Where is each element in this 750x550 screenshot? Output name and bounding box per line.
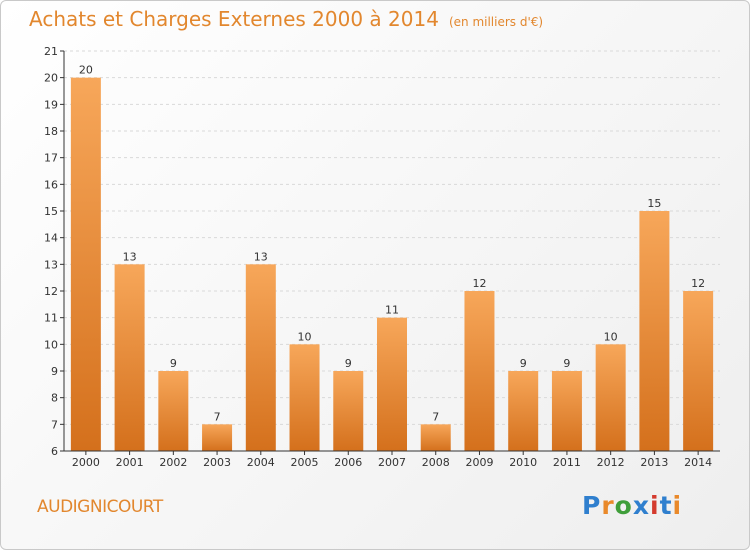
commune-name: AUDIGNICOURT bbox=[37, 497, 163, 517]
value-label-2012: 10 bbox=[604, 330, 618, 343]
bar-2002 bbox=[158, 371, 189, 451]
bar-2012 bbox=[595, 344, 626, 451]
bar-2013 bbox=[639, 211, 670, 451]
axis-layer: 6 7 8 9 10 11 12 13 14 15 16 17 18 19 20 21 2000 2001 2002… bbox=[44, 45, 720, 469]
x-tick-label-2008: 2008 bbox=[422, 456, 450, 469]
x-tick-label-2014: 2014 bbox=[684, 456, 712, 469]
value-label-2007: 11 bbox=[385, 304, 399, 317]
chart-title: Achats et Charges Externes 2000 à 2014 (e… bbox=[29, 7, 543, 31]
y-tick-label: 13 bbox=[44, 258, 58, 271]
value-label-2014: 12 bbox=[691, 277, 705, 290]
proxiti-logo: Proxiti bbox=[582, 491, 682, 520]
logo-letter: o bbox=[614, 491, 633, 520]
bar-2001 bbox=[114, 264, 145, 451]
x-tick-label-2006: 2006 bbox=[334, 456, 362, 469]
logo-letter: x bbox=[632, 491, 650, 520]
x-tick-label-2002: 2002 bbox=[159, 456, 187, 469]
value-label-2008: 7 bbox=[432, 410, 439, 423]
value-label-2001: 13 bbox=[123, 250, 137, 263]
y-tick-label: 21 bbox=[44, 45, 58, 58]
y-tick-label: 18 bbox=[44, 125, 58, 138]
bar-2011 bbox=[551, 371, 582, 451]
y-tick-label: 8 bbox=[51, 392, 58, 405]
x-tick-label-2004: 2004 bbox=[247, 456, 275, 469]
bar-2008 bbox=[420, 424, 451, 451]
x-tick-label-2011: 2011 bbox=[553, 456, 581, 469]
logo-letter: r bbox=[601, 491, 615, 520]
bar-2006 bbox=[333, 371, 364, 451]
bar-2005 bbox=[289, 344, 320, 451]
bar-2014 bbox=[683, 291, 714, 451]
y-tick-label: 20 bbox=[44, 72, 58, 85]
value-label-2013: 15 bbox=[647, 197, 661, 210]
logo-letter: t bbox=[659, 491, 673, 520]
value-label-2006: 9 bbox=[345, 357, 352, 370]
x-tick-label-2005: 2005 bbox=[291, 456, 319, 469]
bar-2009 bbox=[464, 291, 495, 451]
logo-letter: P bbox=[582, 491, 602, 520]
y-tick-label: 6 bbox=[51, 445, 58, 458]
value-label-2000: 20 bbox=[79, 64, 93, 77]
bar-2000 bbox=[70, 77, 101, 452]
bar-2010 bbox=[508, 371, 539, 451]
y-tick-label: 11 bbox=[44, 312, 58, 325]
x-tick-label-2013: 2013 bbox=[640, 456, 668, 469]
value-label-2005: 10 bbox=[298, 330, 312, 343]
x-tick-label-2012: 2012 bbox=[597, 456, 625, 469]
y-tick-label: 7 bbox=[51, 418, 58, 431]
value-label-2003: 7 bbox=[214, 410, 221, 423]
bar-2007 bbox=[377, 317, 407, 451]
y-tick-label: 14 bbox=[44, 232, 58, 245]
y-tick-label: 17 bbox=[44, 152, 58, 165]
logo-letter: i bbox=[650, 491, 660, 520]
value-label-2010: 9 bbox=[520, 357, 527, 370]
y-tick-label: 9 bbox=[51, 365, 58, 378]
bar-2003 bbox=[202, 424, 233, 451]
value-label-2009: 12 bbox=[472, 277, 486, 290]
value-label-2011: 9 bbox=[563, 357, 570, 370]
y-tick-label: 16 bbox=[44, 178, 58, 191]
chart-title-text: Achats et Charges Externes 2000 à 2014 bbox=[29, 7, 439, 31]
y-tick-label: 10 bbox=[44, 338, 58, 351]
x-tick-label-2001: 2001 bbox=[116, 456, 144, 469]
value-label-2002: 9 bbox=[170, 357, 177, 370]
chart-unit: (en milliers d'€) bbox=[448, 15, 544, 29]
bar-2004 bbox=[245, 264, 276, 451]
y-tick-label: 12 bbox=[44, 285, 58, 298]
x-tick-label-2010: 2010 bbox=[509, 456, 537, 469]
value-label-2004: 13 bbox=[254, 250, 268, 263]
y-tick-label: 15 bbox=[44, 205, 58, 218]
logo-letter: i bbox=[672, 491, 683, 520]
bar-layer: 20 13 9 7 13 10 9 11 7 12 9 9 10 15 12 bbox=[70, 64, 714, 452]
x-tick-label-2000: 2000 bbox=[72, 456, 100, 469]
x-tick-label-2007: 2007 bbox=[378, 456, 406, 469]
y-tick-label: 19 bbox=[44, 98, 58, 111]
x-tick-label-2003: 2003 bbox=[203, 456, 231, 469]
x-tick-label-2009: 2009 bbox=[465, 456, 493, 469]
